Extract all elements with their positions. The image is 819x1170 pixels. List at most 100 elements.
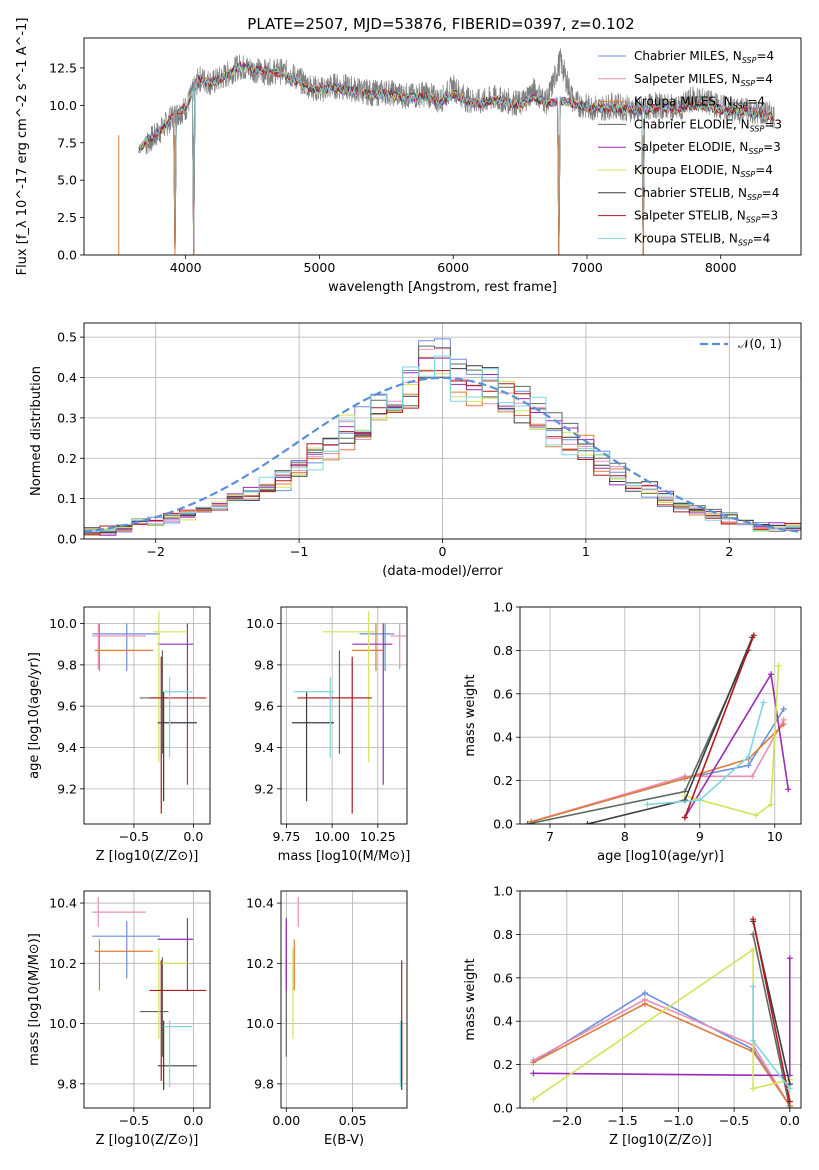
x-tick-label: −1.5: [607, 1113, 637, 1128]
residual-legend: 𝒩(0, 1): [700, 337, 782, 351]
panel-mass-vs-Z: −0.5 0.0 9.8 10.0 10.2 10.4 Z [log10(Z/Z⊙)] mas…: [27, 890, 211, 1148]
x-tick-label: 0.05: [339, 1113, 367, 1128]
weight-point-marker: [775, 662, 782, 669]
weight-point-marker: [681, 775, 688, 782]
y-tick-label: 0.8: [493, 643, 513, 658]
weight-point-marker: [745, 762, 752, 769]
x-tick-label: −1: [290, 544, 308, 559]
y-tick-label: 0.2: [493, 773, 513, 788]
legend-label: Kroupa MILES, NSSP=4: [634, 95, 765, 111]
legend-label: Chabrier ELODIE, NSSP=3: [634, 117, 782, 133]
y-tick-label: 10.2: [49, 956, 77, 971]
x-tick-label: 4000: [170, 260, 202, 275]
weight-point-marker: [786, 1105, 793, 1108]
model-spectrum-line: [138, 62, 775, 255]
weight-point-marker: [780, 705, 787, 712]
weight-point-marker: [696, 797, 703, 804]
y-tick-label: 0.0: [493, 1101, 513, 1116]
histogram-series: [84, 355, 801, 533]
y-tick-label: 10.0: [49, 616, 77, 631]
weight-series-line: [684, 671, 790, 818]
y-axis-label: Normed distribution: [29, 366, 44, 496]
histogram-series: [84, 370, 801, 536]
panel-spectrum: Chabrier MILES, NSSP=4 Salpeter MILES, NS…: [15, 18, 802, 295]
weight-point-marker: [749, 773, 756, 780]
y-tick-label: 0.4: [493, 730, 513, 745]
weight-point-marker: [750, 1037, 757, 1044]
legend-label: Kroupa STELIB, NSSP=4: [634, 231, 770, 247]
y-tick-label: 10.4: [49, 896, 77, 911]
axes-frame: [280, 606, 408, 825]
y-tick-label: 9.2: [57, 781, 77, 796]
legend-label: Kroupa ELODIE, NSSP=4: [634, 163, 773, 179]
x-axis-label: wavelength [Angstrom, rest frame]: [328, 280, 557, 295]
y-tick-label: 0.4: [57, 370, 77, 385]
weight-series-line: [530, 719, 785, 823]
panel-mass-vs-ebv: 0.00 0.05 9.8 10.0 10.2 10.4 E(B-V): [246, 890, 408, 1148]
weight-point-marker: [750, 1085, 757, 1092]
weight-series-line: [752, 919, 791, 1102]
y-tick-label: 0.6: [493, 686, 513, 701]
weight-point-marker: [785, 786, 792, 793]
y-tick-label: 10.2: [246, 956, 274, 971]
y-tick-label: 10.4: [246, 896, 274, 911]
weight-point-marker: [786, 955, 793, 962]
axes-frame: [519, 606, 802, 825]
weight-point-marker: [760, 699, 767, 706]
panel-weight-vs-Z: −2.0 −1.5 −1.0 −0.5 0.0 0.0 0.2 0.4 0.6 0.8 1.0 Z […: [463, 884, 802, 1148]
x-axis-label: age [log10(age/yr)]: [597, 849, 724, 864]
weight-point-marker: [768, 801, 775, 808]
legend-label: 𝒩(0, 1): [738, 337, 782, 351]
panel-age-vs-mass: 9.75 10.00 10.25 9.2 9.4 9.6 9.8 10.0 mass [log1…: [246, 606, 411, 864]
y-tick-label: 0.6: [493, 970, 513, 985]
x-axis-label: E(B-V): [324, 1133, 364, 1148]
x-tick-label: −0.5: [119, 1113, 149, 1128]
weight-series-line: [533, 958, 791, 1077]
weight-series-line: [752, 934, 791, 1108]
plot-area: [92, 897, 207, 1090]
weight-point-marker: [780, 721, 787, 728]
legend-label: Chabrier MILES, NSSP=4: [634, 49, 774, 65]
y-tick-label: 9.8: [254, 1076, 274, 1091]
weight-point-marker: [644, 801, 651, 808]
weight-point-marker: [750, 946, 757, 953]
y-tick-label: 2.5: [57, 210, 77, 225]
y-axis-label: Flux [f_λ 10^-17 erg cm^-2 s^-1 A^-1]: [15, 18, 30, 276]
weight-point-marker: [681, 814, 688, 821]
y-tick-label: 5.0: [57, 173, 77, 188]
weight-point-marker: [530, 1059, 537, 1066]
x-tick-label: 0.0: [183, 829, 203, 844]
weight-series-line: [647, 702, 765, 806]
x-axis-label: (data-model)/error: [382, 564, 503, 579]
plot-area: [84, 338, 801, 536]
x-tick-label: −1.0: [663, 1113, 693, 1128]
weight-point-marker: [584, 821, 591, 824]
x-tick-label: 0: [439, 544, 447, 559]
figure-title: PLATE=2507, MJD=53876, FIBERID=0397, z=0…: [247, 15, 634, 33]
weight-point-marker: [530, 1096, 537, 1103]
x-tick-label: 10: [767, 829, 783, 844]
plot-area: [524, 632, 792, 824]
y-tick-label: 0.4: [493, 1014, 513, 1029]
x-tick-label: 9.75: [273, 829, 301, 844]
x-tick-label: 10.00: [314, 829, 350, 844]
weight-point-marker: [768, 671, 775, 678]
y-tick-label: 9.8: [57, 1076, 77, 1091]
axes-frame: [83, 606, 211, 825]
x-tick-label: 6000: [437, 260, 469, 275]
y-tick-label: 1.0: [493, 884, 513, 899]
axes-frame: [280, 890, 408, 1109]
legend-label: Salpeter MILES, NSSP=4: [634, 72, 773, 88]
y-axis-label: mass weight: [463, 958, 478, 1040]
axes-frame: [83, 37, 802, 256]
plot-area: [118, 48, 775, 255]
y-tick-label: 9.8: [57, 657, 77, 672]
plot-area: [530, 916, 793, 1108]
y-tick-label: 9.6: [57, 699, 77, 714]
weight-point-marker: [786, 1098, 793, 1105]
x-tick-label: 7: [546, 829, 554, 844]
y-tick-label: 10.0: [246, 616, 274, 631]
y-axis-label: mass weight: [463, 674, 478, 756]
x-axis-label: mass [log10(M/M⊙)]: [278, 849, 411, 864]
axes-frame: [519, 890, 802, 1109]
